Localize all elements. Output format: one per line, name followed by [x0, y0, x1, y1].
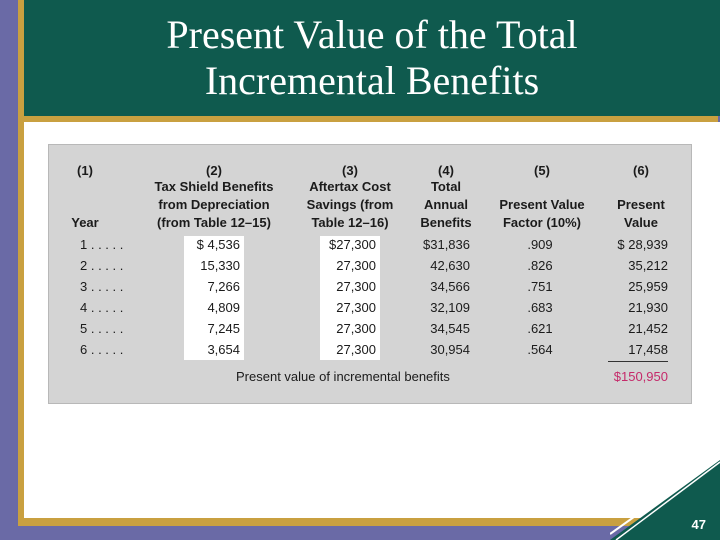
tax-shield-cell: 4,809 — [207, 300, 240, 315]
col-number-2: (2) — [206, 163, 222, 178]
col-number-1: (1) — [77, 163, 93, 178]
total-cell: 34,545 — [430, 321, 470, 336]
tax-shield-cell: 15,330 — [200, 258, 240, 273]
title-line-1: Present Value of the Total — [166, 12, 578, 57]
corner-decoration — [610, 460, 720, 540]
factor-cell: .909 — [527, 237, 553, 252]
savings-cell: 27,300 — [336, 279, 376, 294]
year-cell: 1 . . . . . — [80, 237, 124, 252]
savings-cell: $27,300 — [329, 237, 376, 252]
pv-cell: 25,959 — [628, 279, 668, 294]
title-bar — [24, 0, 720, 116]
pv-cell: 21,930 — [628, 300, 668, 315]
tax-shield-cell: 7,245 — [207, 321, 240, 336]
tax-shield-cell: 3,654 — [207, 342, 240, 357]
tax-shield-cell: $ 4,536 — [196, 237, 240, 252]
savings-cell: 27,300 — [336, 342, 376, 357]
pv-cell: 35,212 — [628, 258, 668, 273]
year-cell: 2 . . . . . — [80, 258, 124, 273]
total-rule — [608, 361, 668, 362]
total-cell: 42,630 — [430, 258, 470, 273]
total-label: Present value of incremental benefits — [236, 369, 450, 384]
header-tax-shield-3: (from Table 12–15) — [157, 215, 271, 230]
title-line-2: Incremental Benefits — [204, 58, 540, 103]
savings-cell: 27,300 — [336, 300, 376, 315]
factor-cell: .751 — [527, 279, 553, 294]
header-savings-2: Savings (from — [306, 197, 394, 212]
col-number-5: (5) — [534, 163, 550, 178]
year-cell: 5 . . . . . — [80, 321, 124, 336]
pv-cell: 17,458 — [628, 342, 668, 357]
col-number-3: (3) — [342, 163, 358, 178]
slide-title: Present Value of the Total Incremental B… — [24, 12, 720, 104]
header-pv-1: Present — [617, 197, 665, 212]
header-savings-3: Table 12–16) — [311, 215, 389, 230]
savings-cell: 27,300 — [336, 321, 376, 336]
pv-cell: 21,452 — [628, 321, 668, 336]
year-cell: 3 . . . . . — [80, 279, 124, 294]
col-number-6: (6) — [633, 163, 649, 178]
header-tax-shield-1: Tax Shield Benefits — [154, 179, 274, 194]
savings-highlight — [320, 236, 380, 360]
header-savings-1: Aftertax Cost — [309, 179, 391, 194]
tax-shield-highlight — [184, 236, 244, 360]
col-number-4: (4) — [438, 163, 454, 178]
header-factor-1: Present Value — [499, 197, 585, 212]
page-number: 47 — [691, 517, 706, 532]
total-cell: 32,109 — [430, 300, 470, 315]
total-value: $150,950 — [613, 369, 668, 384]
factor-cell: .683 — [527, 300, 553, 315]
pv-cell: $ 28,939 — [617, 237, 668, 252]
total-cell: 34,566 — [430, 279, 470, 294]
header-year: Year — [71, 215, 99, 230]
factor-cell: .564 — [527, 342, 553, 357]
header-factor-2: Factor (10%) — [502, 215, 582, 230]
header-total-3: Benefits — [420, 215, 472, 230]
header-total-2: Annual — [423, 197, 469, 212]
header-tax-shield-2: from Depreciation — [158, 197, 270, 212]
tax-shield-cell: 7,266 — [207, 279, 240, 294]
present-value-table — [48, 144, 692, 404]
factor-cell: .826 — [527, 258, 553, 273]
total-cell: $31,836 — [423, 237, 470, 252]
total-cell: 30,954 — [430, 342, 470, 357]
header-total-1: Total — [430, 179, 462, 194]
savings-cell: 27,300 — [336, 258, 376, 273]
year-cell: 6 . . . . . — [80, 342, 124, 357]
header-pv-2: Value — [624, 215, 658, 230]
year-cell: 4 . . . . . — [80, 300, 124, 315]
factor-cell: .621 — [527, 321, 553, 336]
